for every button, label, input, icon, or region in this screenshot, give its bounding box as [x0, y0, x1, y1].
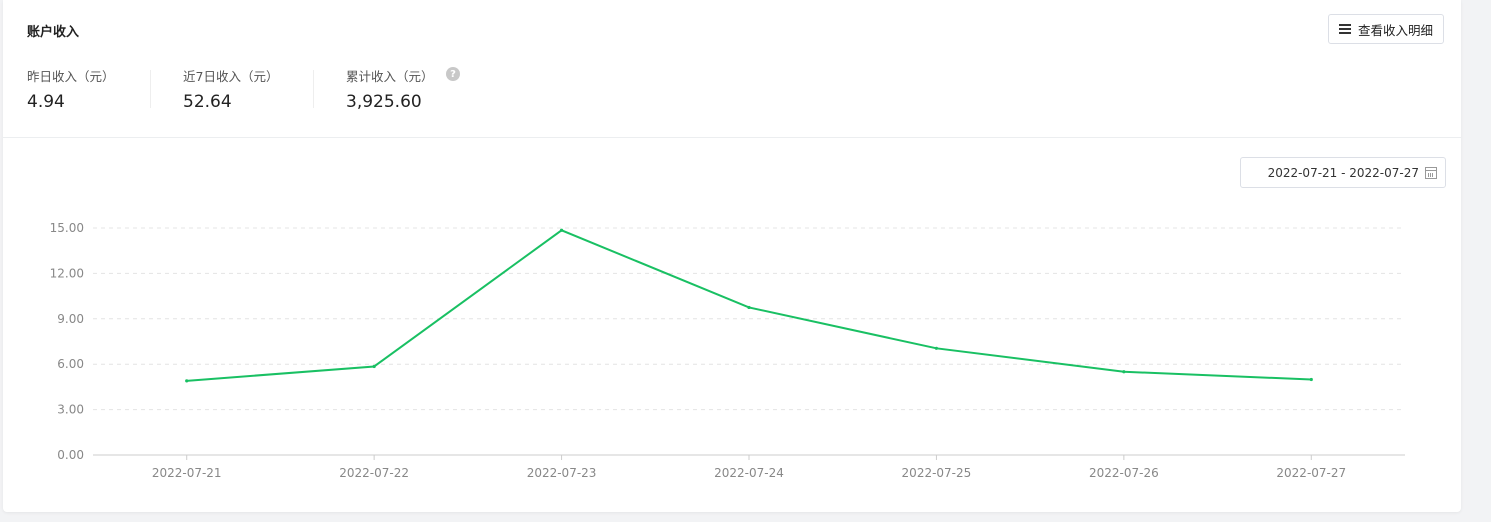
- data-point[interactable]: [372, 364, 376, 369]
- data-point[interactable]: [1122, 370, 1126, 374]
- x-axis: 2022-07-21 2022-07-22 2022-07-23 2022-07-24…: [93, 454, 1405, 480]
- y-tick-label: 0.00: [57, 448, 84, 462]
- data-point[interactable]: [559, 228, 564, 232]
- y-tick-label: 15.00: [50, 221, 84, 235]
- series-line: [186, 229, 1312, 382]
- x-tick-label: 2022-07-23: [527, 466, 597, 480]
- chart-series: [185, 228, 1313, 383]
- x-tick-label: 2022-07-22: [339, 466, 409, 480]
- x-tick-label: 2022-07-25: [902, 466, 972, 480]
- stat-last-7-days-value: 52.64: [183, 92, 232, 112]
- x-tick-label: 2022-07-24: [714, 466, 784, 480]
- x-tick-label: 2022-07-21: [152, 466, 222, 480]
- income-card: 账户收入 查看收入明细 昨日收入（元） 4.94 近7日收入（元） 52.64 …: [3, 0, 1461, 512]
- data-point[interactable]: [747, 305, 751, 310]
- stat-divider: [150, 70, 151, 108]
- stat-yesterday: 昨日收入（元） 4.94: [27, 66, 115, 112]
- y-axis: 0.00 3.00 6.00 9.00 12.00 15.00: [50, 221, 84, 462]
- y-tick-label: 9.00: [57, 312, 84, 326]
- list-icon: [1338, 24, 1351, 34]
- date-range-value: 2022-07-21 - 2022-07-27: [1267, 165, 1419, 180]
- question-circle-icon[interactable]: ?: [446, 67, 460, 81]
- calendar-icon: [1425, 166, 1437, 179]
- date-range-picker[interactable]: 2022-07-21 - 2022-07-27: [1240, 157, 1446, 188]
- y-tick-label: 3.00: [57, 403, 84, 417]
- card-title: 账户收入: [27, 25, 80, 40]
- x-tick-label: 2022-07-27: [1276, 466, 1346, 480]
- view-income-details-label: 查看收入明细: [1357, 22, 1433, 38]
- y-tick-label: 6.00: [57, 357, 84, 371]
- data-point[interactable]: [1309, 377, 1313, 382]
- section-divider: [3, 137, 1461, 138]
- data-point[interactable]: [934, 346, 939, 350]
- data-point[interactable]: [185, 379, 189, 383]
- view-income-details-button[interactable]: 查看收入明细: [1328, 14, 1444, 44]
- stat-total: 累计收入（元） 3,925.60: [346, 66, 434, 112]
- stat-yesterday-label: 昨日收入（元）: [27, 69, 115, 84]
- stat-last-7-days-label: 近7日收入（元）: [183, 69, 279, 84]
- stat-total-value: 3,925.60: [346, 92, 422, 112]
- chart-grid: [93, 227, 1405, 411]
- stat-last-7-days: 近7日收入（元） 52.64: [183, 66, 278, 112]
- stat-yesterday-value: 4.94: [27, 92, 65, 112]
- stat-total-label: 累计收入（元）: [346, 69, 434, 84]
- x-tick-label: 2022-07-26: [1089, 466, 1159, 480]
- stat-divider: [313, 70, 314, 108]
- y-tick-label: 12.00: [50, 266, 84, 280]
